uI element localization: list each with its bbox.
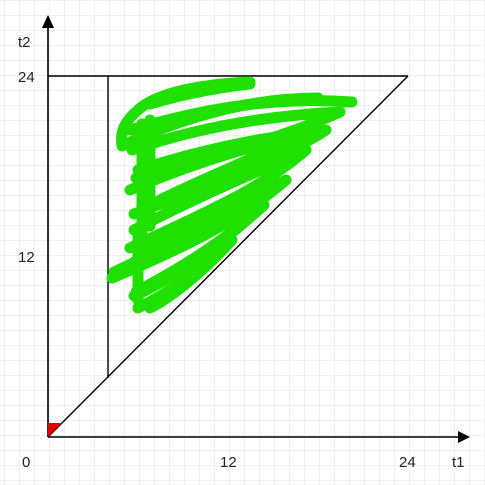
x-tick-label: 24 bbox=[399, 454, 416, 471]
axes bbox=[42, 15, 470, 443]
x-tick-label: 12 bbox=[220, 454, 237, 471]
origin-label: 0 bbox=[22, 454, 30, 471]
y-tick-label: 24 bbox=[18, 69, 35, 86]
x-axis-label: t1 bbox=[452, 454, 465, 471]
region-lines bbox=[47, 75, 409, 438]
shaded-region bbox=[106, 76, 358, 314]
y-tick-label: 12 bbox=[18, 249, 35, 266]
corner-marker bbox=[48, 423, 62, 437]
y-axis-label: t2 bbox=[18, 34, 31, 51]
y-axis-arrow-icon bbox=[42, 15, 54, 28]
x-axis-arrow-icon bbox=[458, 431, 470, 443]
